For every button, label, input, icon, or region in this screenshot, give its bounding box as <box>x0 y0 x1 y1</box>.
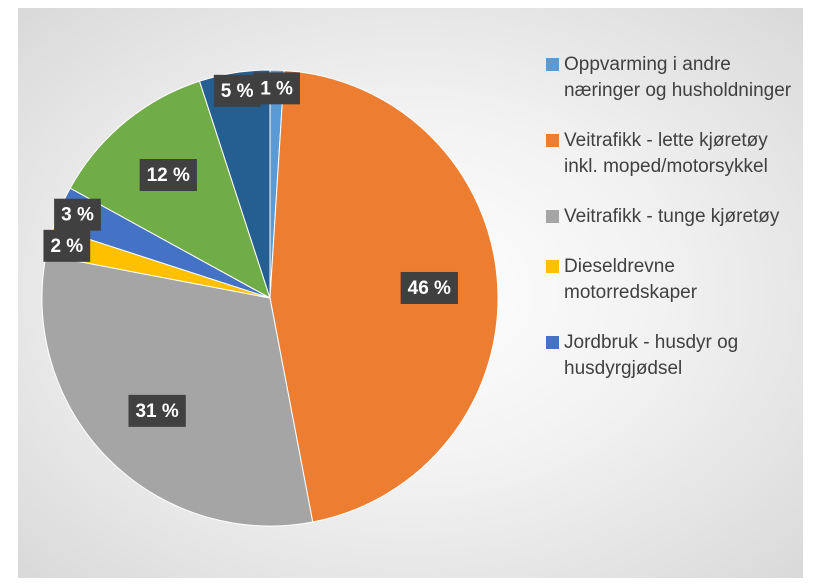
pie-slice <box>198 69 271 299</box>
legend-label: Dieseldrevne motorredskaper <box>564 256 698 303</box>
legend-item: Veitrafikk - lette kjøretøy inkl. moped/… <box>540 128 800 180</box>
legend-label: Oppvarming i andre næringer og husholdni… <box>564 54 792 101</box>
legend-item: Dieseldrevne motorredskaper <box>540 254 800 306</box>
pie-slice <box>41 254 314 527</box>
data-label-text: 2 % <box>50 236 83 257</box>
data-label: 31 % <box>128 394 186 427</box>
pie-slice <box>269 69 499 523</box>
data-label-box <box>128 394 186 427</box>
legend-swatch <box>546 58 559 71</box>
data-label: 5 % <box>213 74 261 107</box>
legend-label: Veitrafikk - lette kjøretøy inkl. moped/… <box>564 130 768 177</box>
data-label-box <box>213 74 261 107</box>
legend-item: Jordbruk - husdyr og husdyrgjødsel <box>540 330 800 382</box>
legend-swatch <box>546 260 559 273</box>
data-label-box <box>139 159 197 192</box>
data-label-text: 1 % <box>260 78 293 99</box>
legend-label: Jordbruk - husdyr og husdyrgjødsel <box>564 332 739 379</box>
data-label-box <box>253 72 300 105</box>
data-label-box <box>54 198 101 231</box>
legend-label: Veitrafikk - tunge kjøretøy <box>564 206 780 227</box>
legend: Oppvarming i andre næringer og husholdni… <box>540 52 800 406</box>
data-label-text: 5 % <box>221 81 254 102</box>
data-label-text: 12 % <box>147 165 190 186</box>
legend-swatch <box>546 210 559 223</box>
data-label: 2 % <box>43 229 91 262</box>
legend-item: Veitrafikk - tunge kjøretøy <box>540 204 800 230</box>
data-label: 3 % <box>54 198 101 231</box>
data-label-box <box>43 229 91 262</box>
legend-swatch <box>546 134 559 147</box>
data-label: 1 % <box>253 72 300 105</box>
data-label-text: 46 % <box>408 278 451 299</box>
legend-swatch <box>546 336 559 349</box>
data-label-box <box>400 271 458 304</box>
data-label: 12 % <box>139 159 197 192</box>
legend-item: Oppvarming i andre næringer og husholdni… <box>540 52 800 104</box>
data-label-text: 3 % <box>61 205 94 226</box>
data-label-text: 31 % <box>135 401 178 422</box>
data-label: 46 % <box>400 271 458 304</box>
